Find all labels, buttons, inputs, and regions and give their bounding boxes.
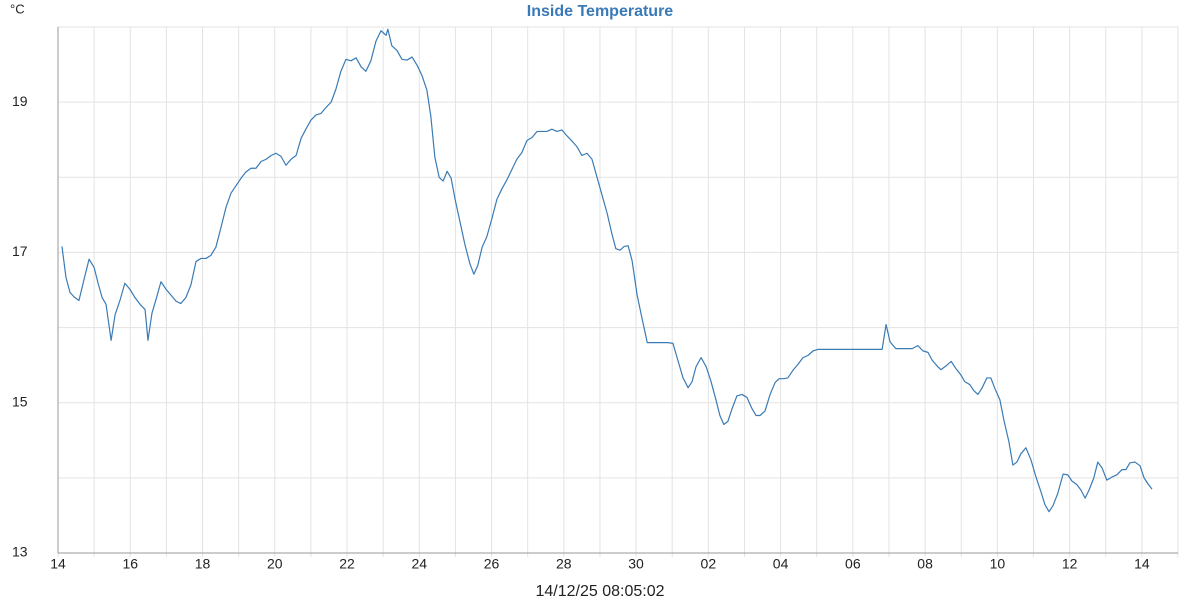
y-unit: °C xyxy=(10,1,25,16)
temperature-line xyxy=(61,28,1153,513)
x-tick-label: 08 xyxy=(917,556,933,572)
x-tick-label: 18 xyxy=(195,556,211,572)
x-tick-label: 02 xyxy=(701,556,717,572)
x-tick-label: 06 xyxy=(845,556,861,572)
chart-title: Inside Temperature xyxy=(527,3,674,20)
x-tick-label: 28 xyxy=(556,556,572,572)
y-tick-label: 17 xyxy=(12,243,28,259)
y-tick-label: 15 xyxy=(12,393,28,409)
x-tick-label: 14 xyxy=(1134,556,1150,572)
x-tick-label: 12 xyxy=(1062,556,1078,572)
x-tick-label: 30 xyxy=(628,556,644,572)
x-tick-label: 24 xyxy=(412,556,428,572)
x-tick-label: 22 xyxy=(339,556,355,572)
x-tick-label: 26 xyxy=(484,556,500,572)
y-tick-label: 19 xyxy=(12,93,28,109)
x-tick-label: 14 xyxy=(50,556,66,572)
x-tick-label: 10 xyxy=(990,556,1006,572)
x-tick-label: 16 xyxy=(122,556,138,572)
x-axis-label: 14/12/25 08:05:02 xyxy=(535,583,664,600)
y-tick-label: 13 xyxy=(12,544,28,560)
x-tick-label: 04 xyxy=(773,556,789,572)
x-tick-label: 20 xyxy=(267,556,283,572)
